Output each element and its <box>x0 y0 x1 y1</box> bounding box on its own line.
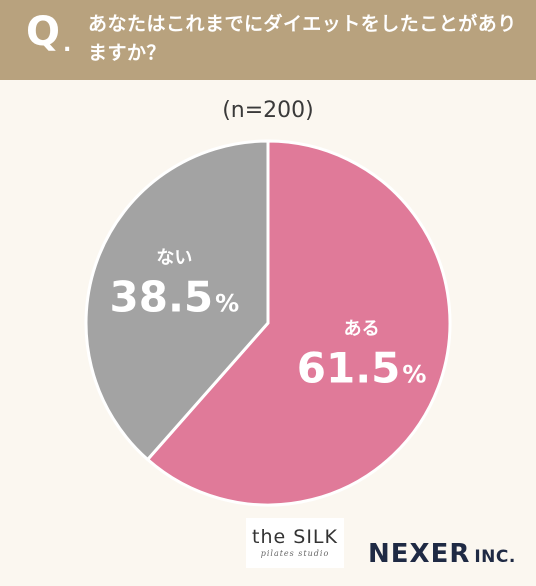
pie-slice-value-number-0: 61.5 <box>297 343 401 392</box>
question-header: Q . あなたはこれまでにダイエットをしたことがありますか？ <box>0 0 536 80</box>
question-q-mark: Q <box>26 9 61 55</box>
question-text: あなたはこれまでにダイエットをしたことがありますか？ <box>88 13 517 64</box>
pie-slice-value-number-1: 38.5 <box>110 273 214 322</box>
pie-slice-1 <box>84 139 270 462</box>
pie-slice-0 <box>146 139 452 507</box>
pie-slice-label-0: ある 61.5% <box>297 318 427 392</box>
pie-slice-value-unit-0: % <box>402 360 426 388</box>
question-q-dot: . <box>63 32 72 57</box>
pie-slice-value-0: 61.5% <box>297 343 427 392</box>
pie-slice-category-1: ない <box>156 248 192 269</box>
sample-size-label: (n=200) <box>222 98 314 123</box>
pie-slice-category-0: ある <box>344 318 380 339</box>
nexer-logo-text: NEXER <box>368 539 471 569</box>
nexer-logo: NEXER INC. <box>368 539 516 569</box>
pie-slice-value-1: 38.5% <box>110 273 240 322</box>
nexer-logo-suffix: INC. <box>474 547 516 567</box>
the-silk-logo-subtext: pilates studio <box>260 549 330 558</box>
the-silk-logo-text: the SILK <box>252 526 338 548</box>
pie-slice-label-1: ない 38.5% <box>110 248 240 322</box>
the-silk-logo: the SILK pilates studio <box>246 518 344 568</box>
pie-slice-value-unit-1: % <box>215 290 239 318</box>
